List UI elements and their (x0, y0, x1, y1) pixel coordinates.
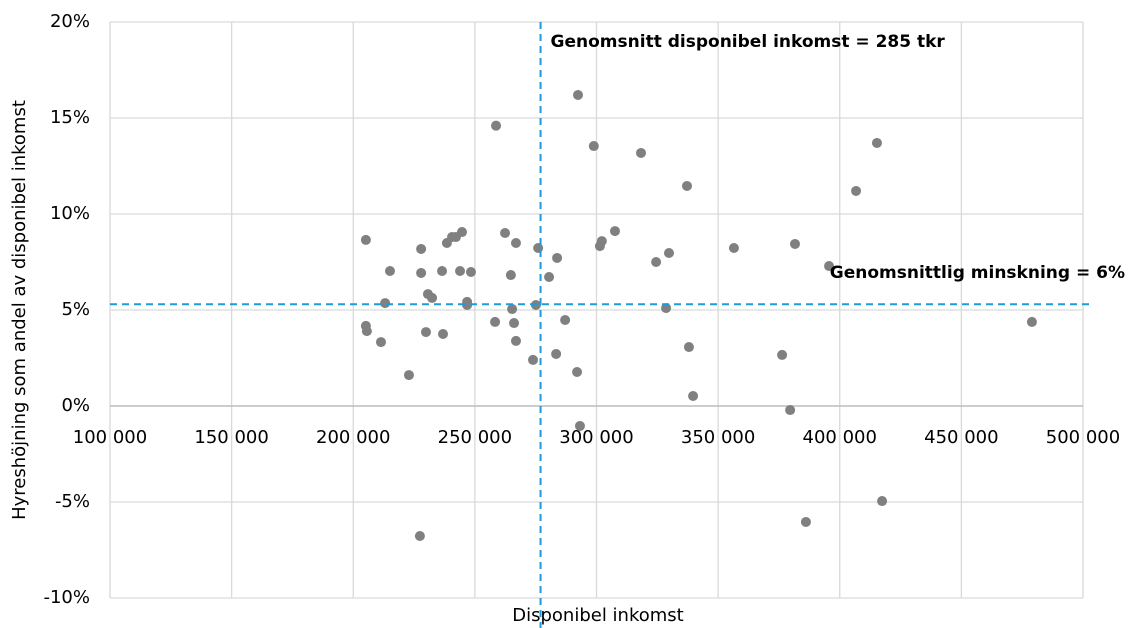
point (573, 89, 584, 100)
point (1026, 316, 1037, 327)
point (490, 316, 501, 327)
y-tick-label: 0% (61, 395, 90, 416)
point (510, 335, 521, 346)
point (800, 516, 811, 527)
y-tick-label: -10% (43, 587, 90, 608)
point (789, 238, 800, 249)
point (824, 261, 835, 272)
point (552, 252, 563, 263)
point (416, 243, 427, 254)
point (384, 266, 395, 277)
point (505, 270, 516, 281)
reference-label: Genomsnitt disponibel inkomst = 285 tkr (551, 32, 946, 52)
x-tick-label: 300 000 (559, 427, 633, 448)
x-tick-label: 100 000 (73, 427, 147, 448)
point (651, 257, 662, 267)
point (414, 530, 425, 541)
point (533, 242, 544, 253)
point (728, 242, 739, 253)
point (785, 405, 796, 416)
y-axis-title: Hyreshöjning som andel av disponibel ink… (9, 100, 30, 520)
reference-label: Genomsnittlig minskning = 6% (830, 263, 1125, 283)
point (609, 226, 620, 237)
point (420, 327, 431, 338)
point (661, 303, 672, 314)
point (360, 234, 371, 245)
y-tick-label: -5% (55, 491, 90, 512)
x-tick-label: 450 000 (924, 427, 998, 448)
point (416, 267, 427, 278)
point (491, 120, 502, 131)
point (663, 247, 674, 258)
point (588, 141, 599, 152)
point (560, 314, 571, 325)
point (777, 349, 788, 360)
y-tick-label: 10% (50, 203, 90, 224)
x-tick-label: 250 000 (438, 427, 512, 448)
point (507, 304, 518, 315)
point (681, 180, 692, 191)
point (427, 292, 438, 303)
point (509, 318, 520, 329)
x-tick-label: 350 000 (681, 427, 755, 448)
point (455, 266, 466, 277)
point (572, 367, 583, 378)
point (551, 348, 562, 359)
y-tick-label: 5% (61, 299, 90, 320)
point (851, 185, 862, 196)
y-tick-label: 15% (50, 107, 90, 128)
point (683, 342, 694, 353)
y-tick-label: 20% (50, 11, 90, 32)
point (574, 420, 585, 431)
point (437, 266, 448, 277)
point (636, 147, 647, 158)
point (596, 236, 607, 247)
point (688, 391, 699, 402)
point (528, 354, 539, 365)
point (380, 298, 391, 309)
point (544, 271, 555, 282)
point (465, 266, 476, 277)
x-tick-label: 500 000 (1046, 427, 1120, 448)
x-tick-label: 400 000 (803, 427, 877, 448)
point (361, 326, 372, 337)
point (403, 370, 414, 381)
point (462, 300, 473, 311)
point (877, 496, 888, 507)
point (510, 237, 521, 248)
x-tick-label: 200 000 (316, 427, 390, 448)
point (456, 227, 467, 238)
point (438, 329, 449, 339)
point (871, 137, 882, 148)
x-axis-title: Disponibel inkomst (512, 605, 683, 626)
point (500, 228, 511, 239)
x-tick-label: 150 000 (194, 427, 268, 448)
point (375, 337, 386, 348)
